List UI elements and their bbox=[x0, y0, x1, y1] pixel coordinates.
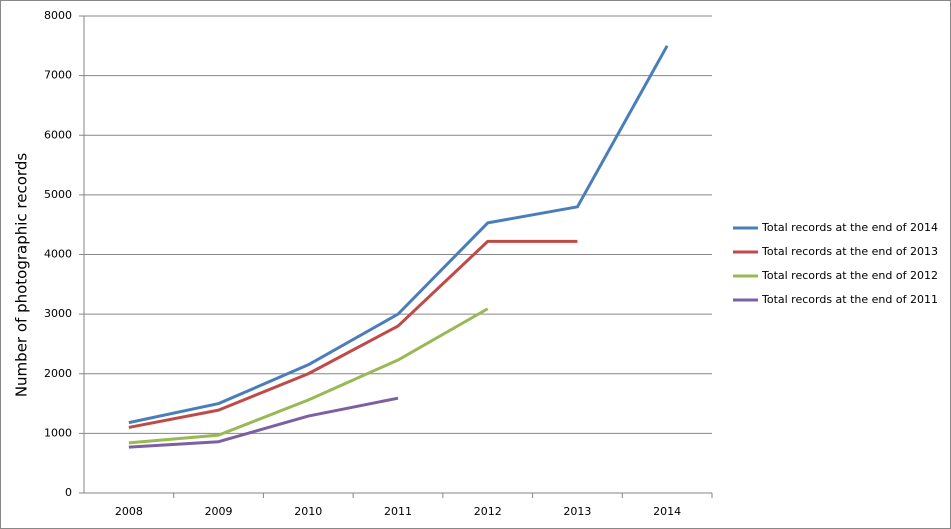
x-tick-label: 2013 bbox=[563, 505, 591, 518]
series-line bbox=[128, 396, 399, 449]
legend-label: Total records at the end of 2014 bbox=[761, 221, 938, 234]
x-tick-label: 2011 bbox=[384, 505, 412, 518]
y-tick-label: 5000 bbox=[44, 188, 72, 201]
x-tick-label: 2008 bbox=[115, 505, 143, 518]
legend-label: Total records at the end of 2013 bbox=[761, 245, 938, 258]
legend-label: Total records at the end of 2011 bbox=[761, 293, 938, 306]
y-tick-label: 3000 bbox=[44, 307, 72, 320]
legend-label: Total records at the end of 2012 bbox=[761, 269, 938, 282]
x-tick-label: 2012 bbox=[474, 505, 502, 518]
y-tick-label: 6000 bbox=[44, 128, 72, 141]
y-axis-title: Number of photographic records bbox=[13, 153, 31, 398]
x-tick-label: 2010 bbox=[294, 505, 322, 518]
y-tick-label: 0 bbox=[65, 486, 72, 499]
legend: Total records at the end of 2014 Total re… bbox=[733, 221, 938, 306]
y-tick-label: 4000 bbox=[44, 248, 72, 261]
series-line bbox=[128, 307, 489, 445]
y-tick-label: 1000 bbox=[44, 426, 72, 439]
y-tick-label: 2000 bbox=[44, 367, 72, 380]
series-line bbox=[128, 45, 669, 425]
series-line bbox=[128, 239, 578, 429]
y-tick-label: 8000 bbox=[44, 9, 72, 22]
y-tick-label: 7000 bbox=[44, 69, 72, 82]
x-tick-label: 2009 bbox=[205, 505, 233, 518]
x-tick-label: 2014 bbox=[653, 505, 681, 518]
